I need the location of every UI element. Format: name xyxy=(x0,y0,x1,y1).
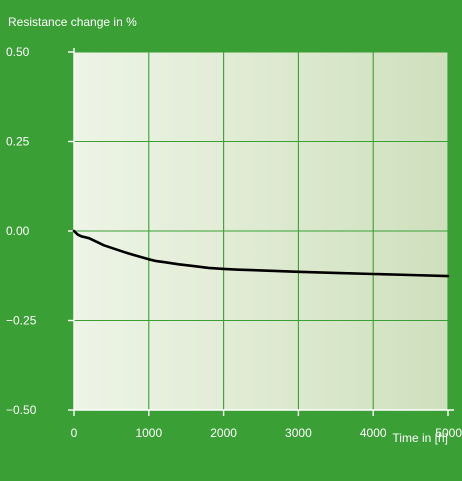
y-tick-label-3: −0.25 xyxy=(6,314,37,328)
y-tick-label-4: −0.50 xyxy=(6,403,37,417)
x-tick-label-5: 5000 xyxy=(435,426,462,440)
x-tick-labels: 0 1000 2000 3000 4000 5000 xyxy=(71,426,462,440)
x-tick-label-2: 2000 xyxy=(210,426,237,440)
y-tick-label-1: 0.25 xyxy=(6,135,30,149)
x-tick-label-3: 3000 xyxy=(285,426,312,440)
y-tick-label-0: 0.50 xyxy=(6,45,30,59)
x-tick-label-4: 4000 xyxy=(360,426,387,440)
series-line xyxy=(72,229,450,278)
axes xyxy=(68,48,454,416)
y-tick-label-2: 0.00 xyxy=(6,224,30,238)
horizontal-gridlines xyxy=(74,51,448,322)
x-tick-label-1: 1000 xyxy=(135,426,162,440)
chart-title: Resistance change in % xyxy=(8,15,137,29)
x-axis-label: Time in [h] xyxy=(392,431,448,445)
x-tick-label-0: 0 xyxy=(71,426,78,440)
y-tick-labels: 0.50 0.25 0.00 −0.25 −0.50 xyxy=(6,45,37,417)
